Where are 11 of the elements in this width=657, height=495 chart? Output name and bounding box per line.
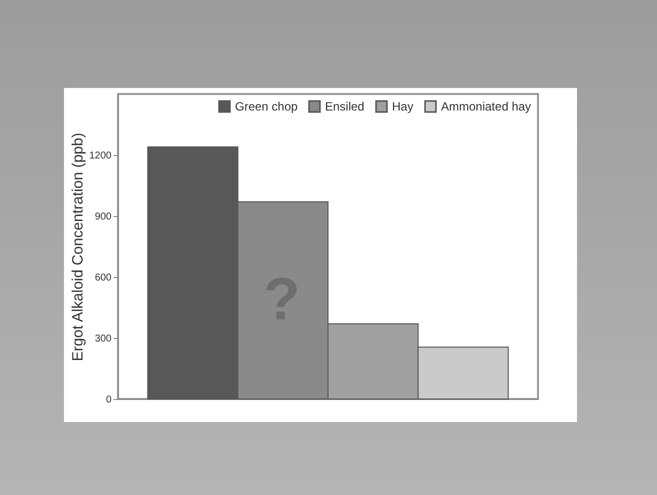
legend-label: Green chop [235,100,298,114]
y-tick-label: 1200 [89,150,112,162]
y-axis-title: Ergot Alkaloid Concentration (ppb) [69,132,86,362]
y-tick-label: 600 [94,272,112,284]
legend-label: Hay [392,100,414,114]
annotation: ? [263,265,300,332]
y-tick-label: 0 [106,394,112,406]
legend-label: Ensiled [325,100,364,114]
y-tick-label: 900 [94,212,112,222]
y-tick-label: 300 [94,334,112,344]
legend-label: Ammoniated hay [441,100,532,114]
